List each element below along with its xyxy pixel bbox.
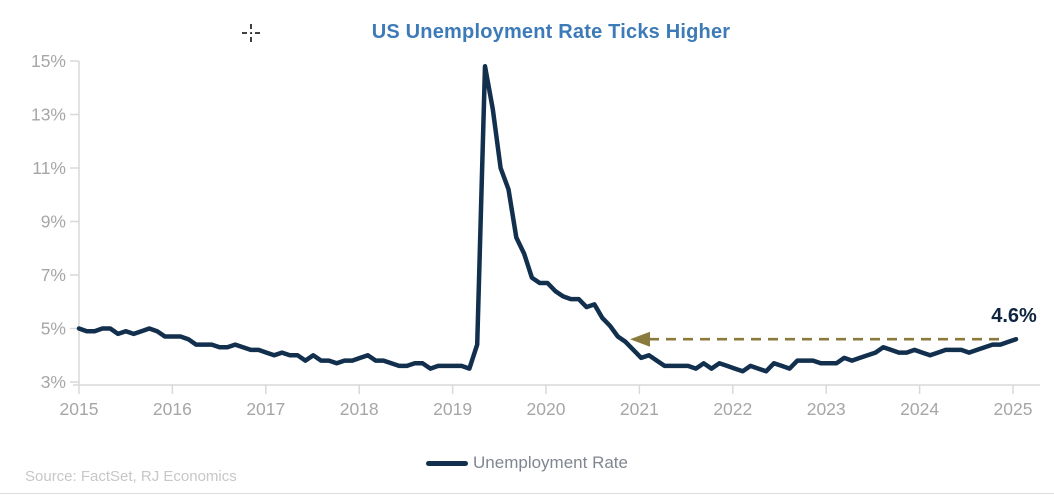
crosshair-cursor-icon: [242, 24, 260, 42]
x-tick-label: 2022: [713, 399, 752, 419]
x-tick-label: 2025: [994, 399, 1033, 419]
y-tick-label: 3%: [41, 372, 66, 392]
x-tick-label: 2018: [340, 399, 379, 419]
y-tick-label: 11%: [32, 158, 66, 178]
x-tick-label: 2016: [153, 399, 192, 419]
y-tick-label: 13%: [31, 105, 66, 125]
y-tick-label: 9%: [41, 212, 66, 232]
x-tick-label: 2023: [807, 399, 846, 419]
legend-label: Unemployment Rate: [473, 453, 628, 472]
y-tick-label: 5%: [41, 319, 66, 339]
x-tick-label: 2021: [620, 399, 659, 419]
x-tick-label: 2015: [60, 399, 99, 419]
unemployment-rate-line: [76, 64, 1019, 374]
x-tick-label: 2017: [246, 399, 285, 419]
chart-title: US Unemployment Rate Ticks Higher: [371, 21, 731, 43]
x-tick-label: 2019: [433, 399, 472, 419]
source-note: Source: FactSet, RJ Economics: [25, 468, 237, 485]
legend: Unemployment Rate: [0, 450, 1054, 476]
y-tick-label: 7%: [41, 265, 66, 285]
y-tick-label: 15%: [31, 51, 66, 71]
x-tick-label: 2024: [900, 399, 939, 419]
latest-value-label: 4.6%: [991, 305, 1037, 327]
legend-line-swatch: [426, 460, 469, 466]
x-tick-label: 2020: [527, 399, 566, 419]
annotation-arrowhead: [630, 331, 650, 347]
bottom-divider: [0, 493, 1054, 494]
